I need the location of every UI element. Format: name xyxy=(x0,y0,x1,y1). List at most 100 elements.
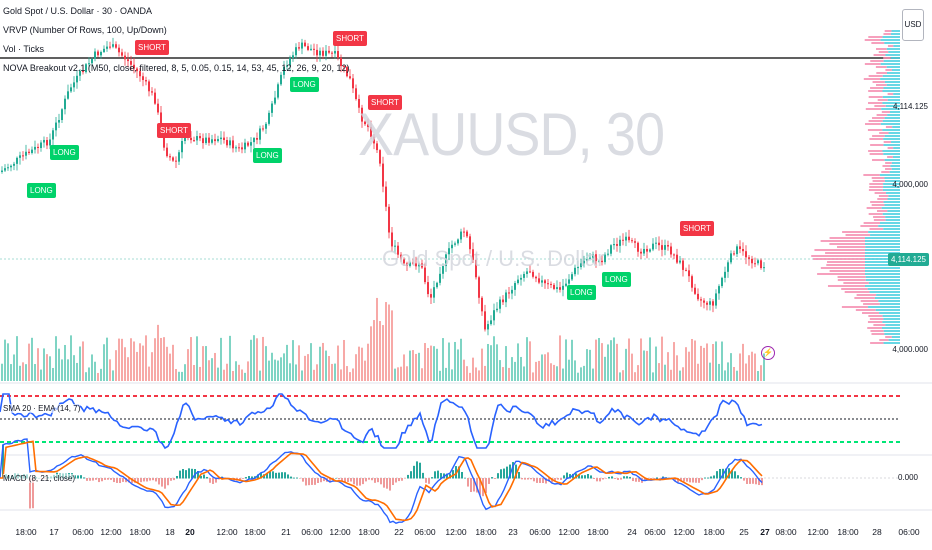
volume-profile-bar xyxy=(856,294,877,296)
volume-bar xyxy=(727,362,729,381)
candle-body xyxy=(385,186,387,207)
volume-profile-bar xyxy=(886,48,900,50)
currency-button[interactable]: USD xyxy=(902,9,924,41)
volume-profile-bar xyxy=(875,66,887,68)
volume-bar xyxy=(187,349,189,381)
time-axis-label: 06:00 xyxy=(301,527,323,537)
macd-histogram-bar xyxy=(281,472,283,479)
volume-bar xyxy=(583,365,585,381)
macd-histogram-bar xyxy=(371,478,373,481)
macd-histogram-bar xyxy=(593,478,595,479)
volume-profile-bar xyxy=(881,111,890,113)
volume-bar xyxy=(526,337,528,381)
volume-bar xyxy=(682,367,684,381)
lightning-icon[interactable]: ⚡ xyxy=(761,346,775,360)
candle-body xyxy=(679,260,681,263)
candle-body xyxy=(547,283,549,285)
candle-body xyxy=(415,263,417,267)
candle-body xyxy=(760,260,762,269)
candle-body xyxy=(520,277,522,280)
volume-bar xyxy=(208,360,210,381)
volume-profile-bar xyxy=(868,120,883,122)
candle-body xyxy=(148,81,150,92)
candle-body xyxy=(493,310,495,321)
volume-bar xyxy=(229,335,231,381)
candle-body xyxy=(76,75,78,83)
volume-bar xyxy=(37,348,39,381)
volume-profile-bar xyxy=(888,339,900,341)
candle-body xyxy=(232,140,234,149)
volume-profile-bar xyxy=(811,255,865,257)
volume-profile-bar xyxy=(865,240,900,242)
volume-bar xyxy=(460,338,462,381)
volume-bar xyxy=(490,345,492,381)
volume-legend[interactable]: Vol · Ticks xyxy=(3,44,44,55)
volume-bar xyxy=(427,347,429,381)
volume-bar xyxy=(283,353,285,381)
candle-body xyxy=(583,260,585,264)
volume-bar xyxy=(328,355,330,381)
macd-histogram-bar xyxy=(329,478,331,483)
candle-body xyxy=(193,140,195,142)
candle-body xyxy=(634,241,636,243)
macd-histogram-bar xyxy=(383,478,385,488)
volume-bar xyxy=(508,367,510,381)
time-axis-label: 08:00 xyxy=(775,527,797,537)
candle-body xyxy=(523,273,525,278)
macd-histogram-bar xyxy=(704,477,706,479)
volume-bar xyxy=(370,326,372,381)
candle-body xyxy=(334,51,336,54)
volume-profile-bar xyxy=(870,144,884,146)
volume-bar xyxy=(223,369,225,381)
candle-body xyxy=(694,287,696,294)
volume-bar xyxy=(430,345,432,381)
volume-profile-bar xyxy=(883,87,900,89)
macd-histogram-bar xyxy=(32,478,34,509)
rsi-pane-label[interactable]: SMA 20 · EMA (14, 7) xyxy=(3,404,81,413)
candle-body xyxy=(4,168,6,171)
volume-bar xyxy=(142,345,144,381)
volume-profile-bar xyxy=(881,171,890,173)
candle-body xyxy=(442,266,444,274)
macd-histogram-bar xyxy=(2,444,4,479)
volume-profile-bar xyxy=(885,162,892,164)
symbol-legend[interactable]: Gold Spot / U.S. Dollar · 30 · OANDA xyxy=(3,6,152,17)
macd-pane-label[interactable]: MACD (8, 21, close) xyxy=(3,474,76,483)
candle-body xyxy=(340,57,342,67)
volume-bar xyxy=(745,363,747,381)
candle-body xyxy=(319,50,321,56)
volume-bar xyxy=(7,343,9,381)
candle-body xyxy=(412,262,414,264)
volume-bar xyxy=(478,370,480,381)
volume-profile-bar xyxy=(882,213,900,215)
nova-legend[interactable]: NOVA Breakout v2.1 (M50, close, filtered… xyxy=(3,63,350,74)
volume-bar xyxy=(55,336,57,381)
volume-profile-bar xyxy=(884,30,892,32)
volume-bar xyxy=(457,349,459,381)
volume-bar xyxy=(133,341,135,381)
volume-bar xyxy=(394,368,396,381)
candle-body xyxy=(211,139,213,143)
volume-profile-bar xyxy=(883,318,900,320)
vrvp-legend[interactable]: VRVP (Number Of Rows, 100, Up/Down) xyxy=(3,25,167,36)
candle-body xyxy=(88,63,90,65)
volume-profile-bar xyxy=(893,45,900,47)
macd-histogram-bar xyxy=(89,478,91,481)
volume-profile-bar xyxy=(878,51,889,53)
macd-histogram-bar xyxy=(647,478,649,479)
candle-body xyxy=(721,277,723,287)
volume-bar xyxy=(742,343,744,381)
volume-profile-bar xyxy=(865,108,882,110)
volume-profile-bar xyxy=(877,99,888,101)
macd-histogram-bar xyxy=(596,478,598,482)
volume-profile-bar xyxy=(891,141,900,143)
volume-bar xyxy=(565,339,567,381)
candle-body xyxy=(364,121,366,125)
volume-profile-bar xyxy=(870,342,884,344)
volume-profile-bar xyxy=(881,327,900,329)
volume-bar xyxy=(190,337,192,381)
volume-profile-bar xyxy=(869,318,884,320)
volume-bar xyxy=(253,335,255,381)
macd-histogram-bar xyxy=(161,478,163,487)
